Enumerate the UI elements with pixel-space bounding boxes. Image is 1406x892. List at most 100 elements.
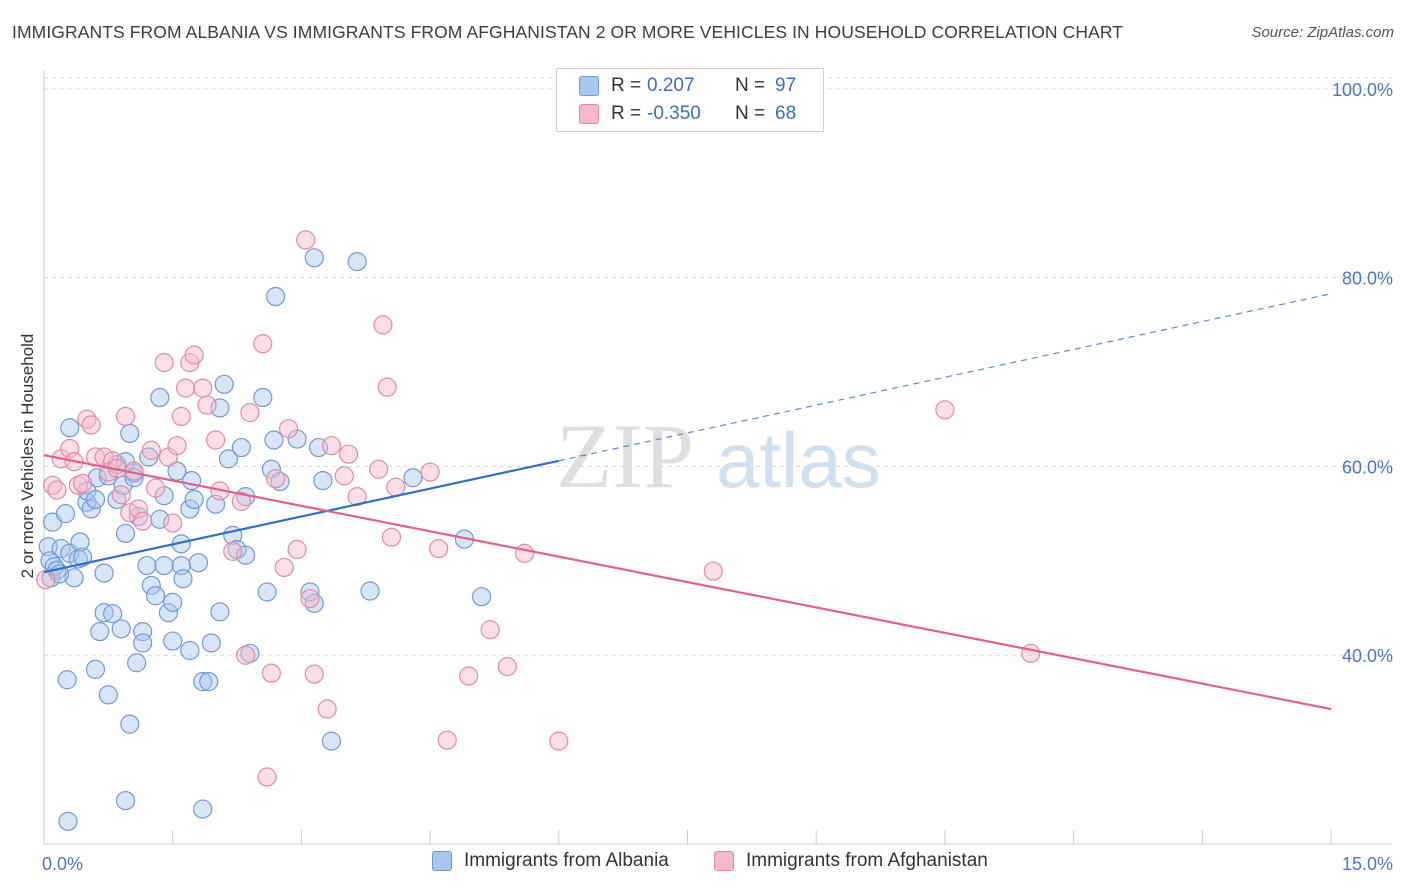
watermark-atlas: atlas <box>716 416 881 504</box>
afghanistan-point <box>338 444 359 464</box>
albania-point <box>236 545 256 565</box>
legend-swatch-afghanistan <box>714 851 734 871</box>
legend-swatch-afghanistan <box>579 104 599 124</box>
albania-point <box>55 504 76 524</box>
afghanistan-point <box>206 430 226 450</box>
afghanistan-point <box>317 699 337 719</box>
afghanistan-point <box>141 440 161 460</box>
albania-point <box>60 418 80 438</box>
watermark: ZIP atlas <box>556 405 881 507</box>
tick-labels: 100.0% 80.0% 60.0% 40.0% 0.0% 15.0% <box>42 80 1393 874</box>
albania-point <box>188 553 209 573</box>
afghanistan-point <box>437 730 457 750</box>
albania-point <box>218 449 239 469</box>
afghanistan-point <box>296 230 316 250</box>
series-legend: Immigrants from Albania Immigrants from … <box>0 850 1406 880</box>
legend-n-label: N = <box>735 75 766 96</box>
afghanistan-point <box>497 656 517 677</box>
afghanistan-point <box>36 570 56 590</box>
trend-lines <box>43 293 1332 711</box>
albania-point <box>133 633 153 653</box>
legend-label-albania: Immigrants from Albania <box>464 850 669 871</box>
albania-point <box>181 470 202 491</box>
albania-point <box>180 640 200 661</box>
afghanistan-point <box>274 557 294 578</box>
afghanistan-point <box>236 645 256 665</box>
albania-point <box>163 592 183 612</box>
y-axis-label: 2 or more Vehicles in Household <box>18 333 37 579</box>
afghanistan-point <box>459 666 479 686</box>
albania-point <box>94 563 114 583</box>
albania-point <box>120 714 140 734</box>
albania-point <box>103 604 123 624</box>
afghanistan-point <box>429 538 449 559</box>
albania-point <box>90 622 110 642</box>
source-label: Source: ZipAtlas.com <box>1251 24 1394 41</box>
albania-point <box>111 619 131 639</box>
afghanistan-point <box>266 469 286 489</box>
afghanistan-point <box>321 436 342 456</box>
legend-r-value: 0.207 <box>647 75 695 96</box>
afghanistan-point <box>935 400 955 420</box>
afghanistan-point <box>549 731 569 751</box>
albania-trend-line <box>43 459 560 574</box>
y-tick-label: 80.0% <box>1342 269 1393 289</box>
legend-n-value: 68 <box>775 103 797 124</box>
albania-point <box>231 437 251 458</box>
albania-point <box>173 569 193 589</box>
albania-point <box>193 672 213 692</box>
albania-point <box>199 672 219 692</box>
albania-point <box>73 547 93 567</box>
afghanistan-point <box>231 491 251 511</box>
axes <box>43 70 1392 845</box>
afghanistan-point <box>1021 643 1041 663</box>
afghanistan-point <box>111 485 131 505</box>
albania-point <box>403 468 423 488</box>
albania-point <box>141 575 161 595</box>
albania-point <box>253 387 273 408</box>
afghanistan-point <box>261 663 281 683</box>
albania-point <box>321 731 342 751</box>
y-tick-label: 100.0% <box>1332 80 1393 100</box>
afghanistan-point <box>253 334 273 354</box>
afghanistan-point <box>300 588 320 609</box>
afghanistan-point <box>81 415 101 435</box>
afghanistan-point <box>240 403 260 423</box>
albania-point <box>127 653 147 673</box>
albania-point <box>145 586 166 606</box>
albania-point <box>120 423 140 444</box>
albania-point <box>210 602 230 622</box>
afghanistan-point <box>73 473 93 494</box>
afghanistan-point <box>420 462 440 482</box>
legend-r-label: R = <box>611 103 642 124</box>
albania-point <box>150 509 170 529</box>
x-tick-label-min: 0.0% <box>42 854 83 874</box>
albania-point <box>167 461 187 481</box>
afghanistan-point <box>154 353 174 373</box>
legend-item-albania: Immigrants from Albania <box>432 850 669 872</box>
y-tick-label: 60.0% <box>1342 457 1393 477</box>
albania-point <box>58 811 78 831</box>
afghanistan-point <box>223 541 243 561</box>
afghanistan-point <box>133 511 153 531</box>
afghanistan-point <box>369 459 389 479</box>
albania-point <box>115 523 136 544</box>
afghanistan-point <box>381 527 402 547</box>
albania-point <box>360 581 380 601</box>
afghanistan-point <box>128 499 148 519</box>
albania-point <box>347 252 367 272</box>
albania-point <box>133 622 153 642</box>
albania-point <box>214 374 234 394</box>
afghanistan-point <box>287 539 307 560</box>
albania-point <box>70 532 90 552</box>
legend-r-label: R = <box>611 75 642 96</box>
legend-swatch-albania <box>579 76 599 96</box>
albania-point <box>154 555 174 576</box>
afghanistan-point <box>377 377 397 397</box>
albania-point <box>85 659 106 679</box>
x-tick-label-max: 15.0% <box>1342 854 1393 874</box>
watermark-zip: ZIP <box>556 405 694 507</box>
afghanistan-point <box>278 419 299 439</box>
afghanistan-point <box>171 406 191 427</box>
correlation-legend: R = 0.207 N = 97 R = -0.350 N = 68 <box>556 68 824 132</box>
